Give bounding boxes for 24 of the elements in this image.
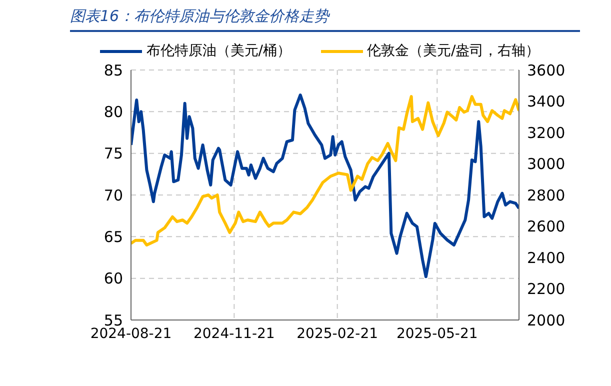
y-tick-label: 80 xyxy=(104,102,123,121)
y2-tick-label: 3600 xyxy=(527,61,566,80)
y2-tick-label: 3400 xyxy=(527,92,566,111)
y-tick-label: 70 xyxy=(104,186,123,204)
x-tick-label: 2025-02-21 xyxy=(296,326,378,342)
y2-tick-label: 3000 xyxy=(527,155,566,174)
line-series xyxy=(131,94,519,278)
y-tick-label: 85 xyxy=(104,61,123,80)
y-tick-label: 65 xyxy=(104,228,123,246)
chart-title: 图表16：布伦特原油与伦敦金价格走势 xyxy=(70,7,330,25)
y-tick-label: 60 xyxy=(104,270,123,288)
y2-tick-label: 2600 xyxy=(527,218,566,236)
y-tick-label: 75 xyxy=(104,144,123,163)
legend-label: 布伦特原油（美元/桶） xyxy=(146,42,291,60)
y2-tick-label: 2800 xyxy=(527,186,566,204)
y2-tick-label: 3200 xyxy=(527,124,566,142)
line-series xyxy=(131,95,519,246)
legend-label: 伦敦金（美元/盎司，右轴） xyxy=(367,42,540,60)
y2-tick-label: 2200 xyxy=(527,280,566,298)
x-tick-label: 2024-08-21 xyxy=(90,326,172,342)
x-tick-label: 2025-05-21 xyxy=(396,326,478,342)
x-tick-label: 2024-11-21 xyxy=(193,326,275,342)
y2-tick-label: 2000 xyxy=(527,311,566,330)
y2-tick-label: 2400 xyxy=(527,248,566,267)
